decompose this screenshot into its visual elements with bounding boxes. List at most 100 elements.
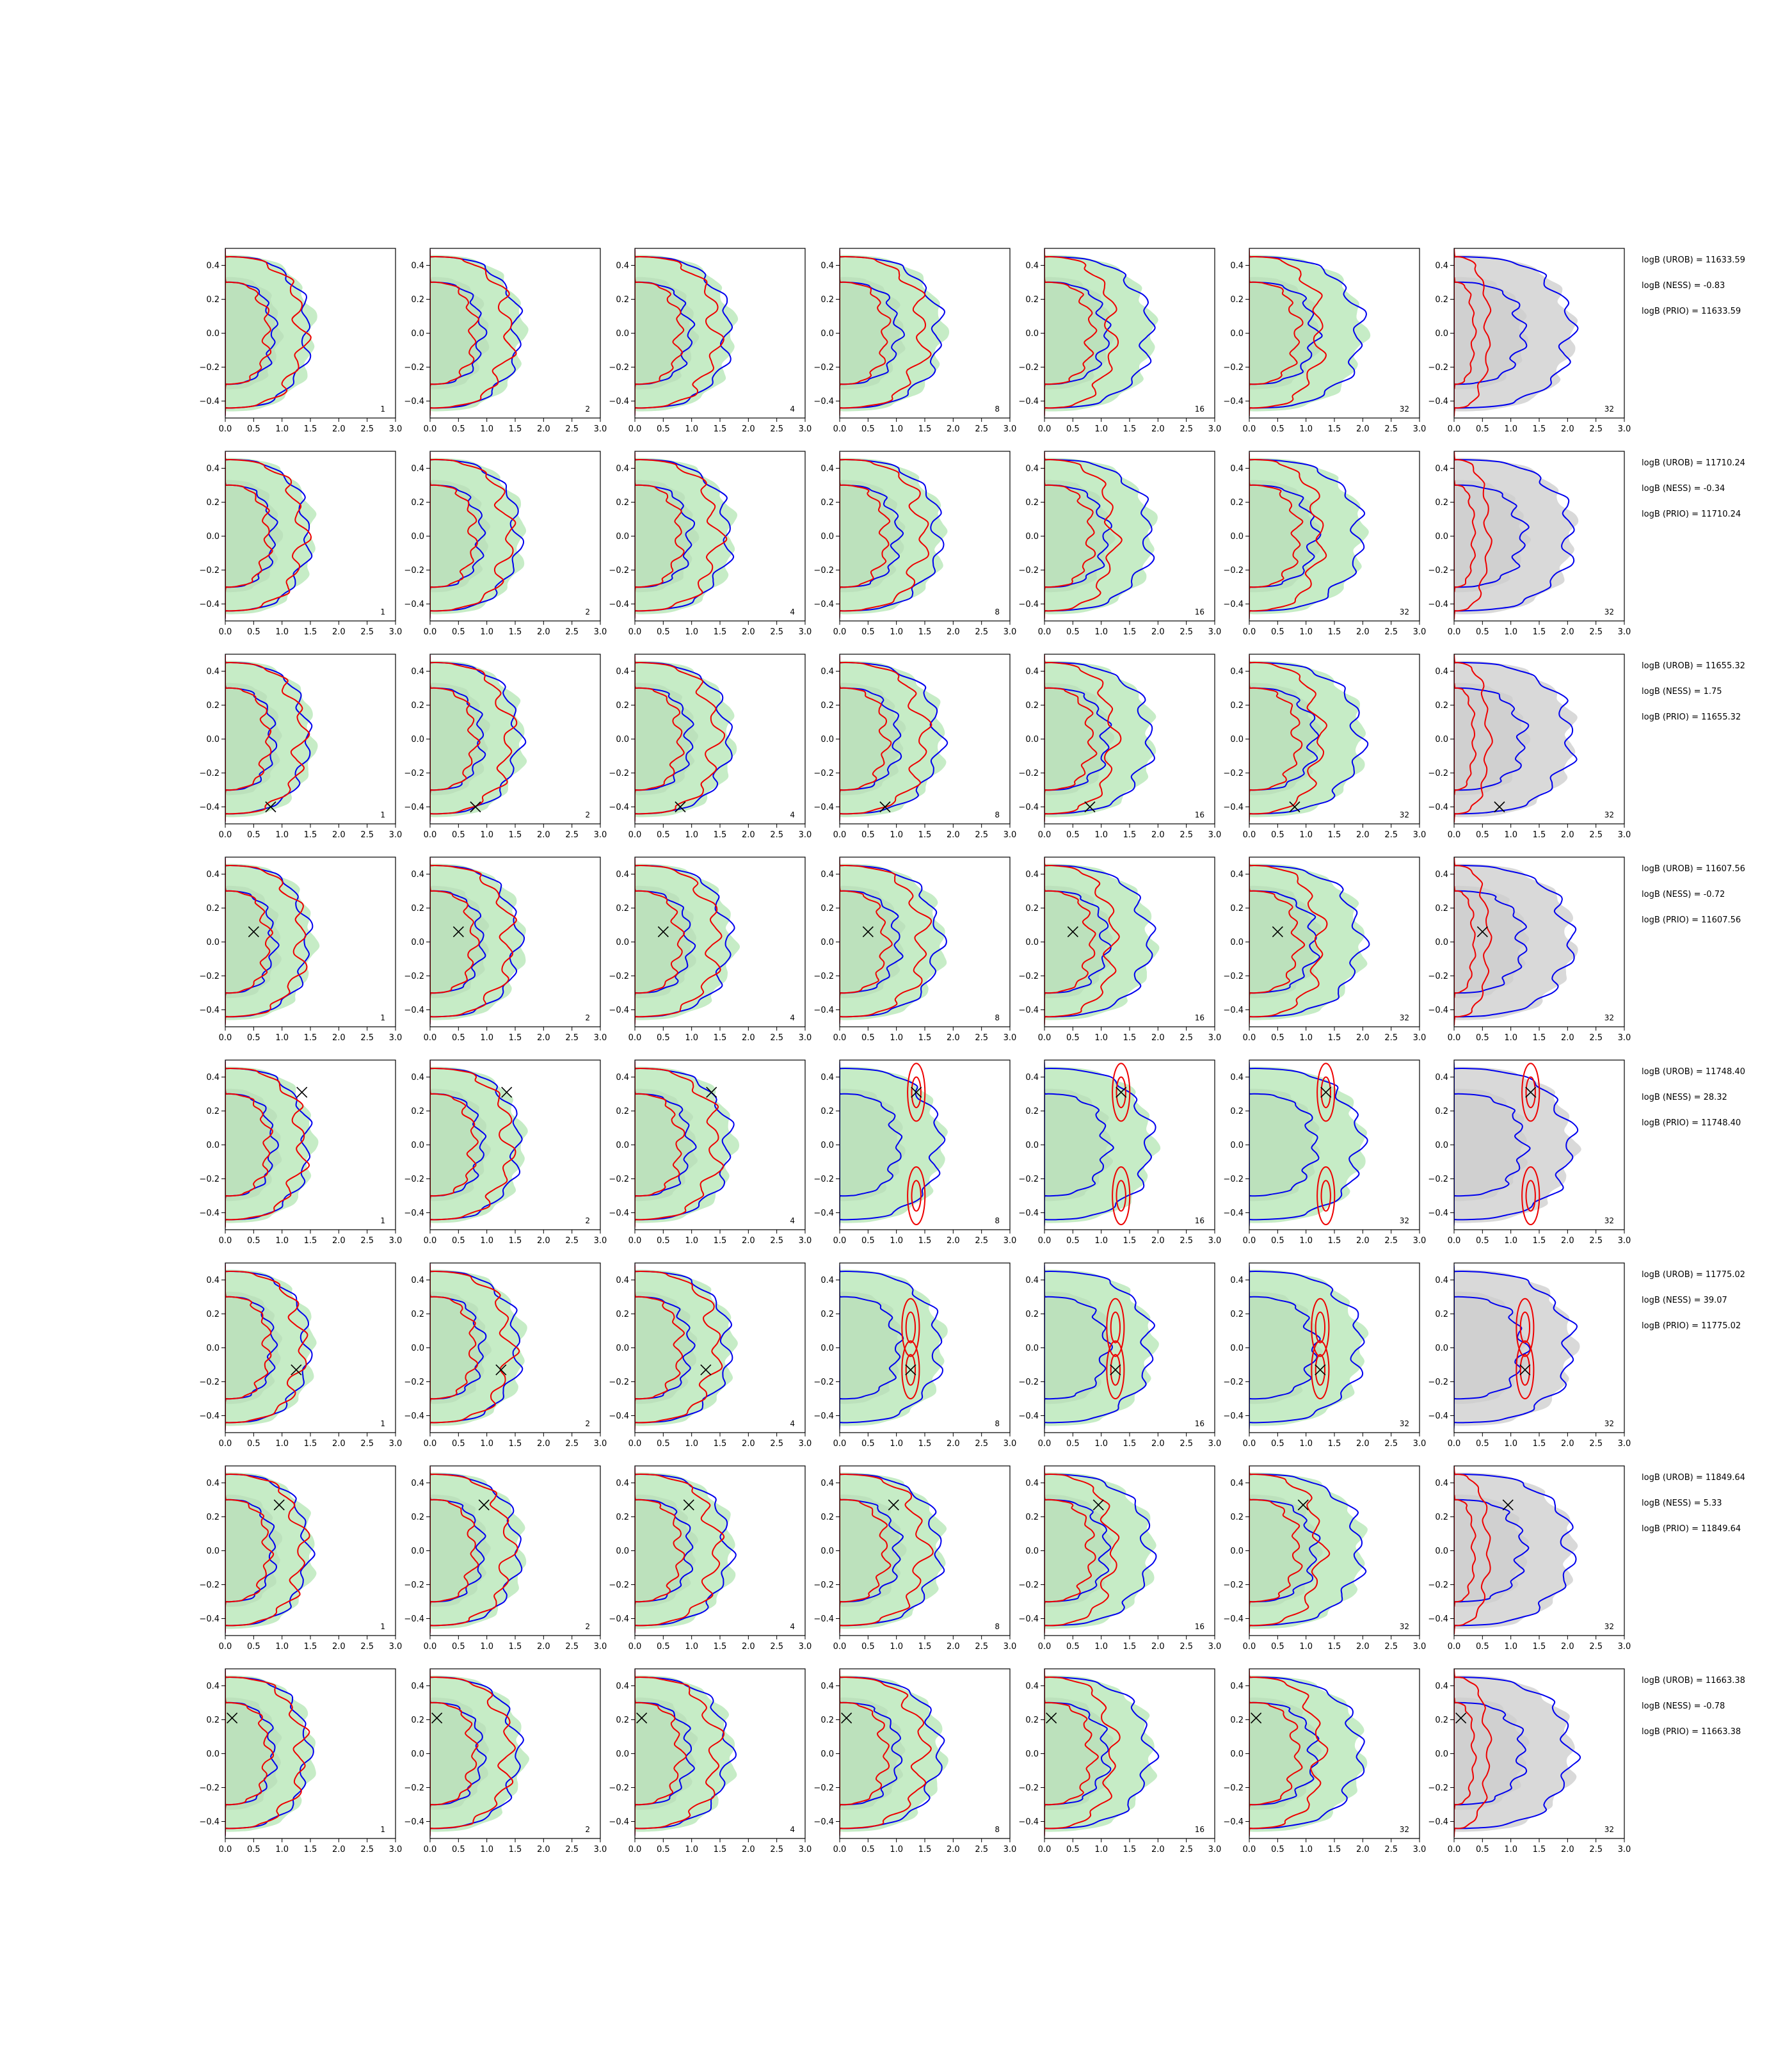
x-tick-label: 1.5 xyxy=(1328,627,1341,637)
x-tick-label: 1.0 xyxy=(1504,1439,1517,1449)
x-tick-label: 2.0 xyxy=(1561,1642,1574,1652)
x-tick-label: 0.0 xyxy=(424,1642,437,1652)
panel-label: 4 xyxy=(790,1419,795,1428)
y-tick-label: −0.2 xyxy=(1428,769,1448,778)
x-tick-label: 1.0 xyxy=(1299,1845,1313,1854)
red-contour-outer xyxy=(430,248,517,417)
x-tick-label: 1.0 xyxy=(890,1845,903,1854)
y-tick-label: −0.2 xyxy=(199,1175,220,1184)
panel-label: 16 xyxy=(1195,1419,1204,1428)
x-tick-label: 2.5 xyxy=(1589,1033,1603,1043)
x-tick-label: 2.5 xyxy=(1589,1642,1603,1652)
red-contour-inner xyxy=(225,1697,275,1810)
x-tick-label: 2.0 xyxy=(1561,830,1574,840)
blue-contour-inner xyxy=(1249,277,1323,390)
panel-r6-c7: 0.0 0.5 1.0 1.5 2.0 2.5 3.0 0.4 0.2 0.0 −0.2 −0.4 32 xyxy=(1428,1262,1631,1449)
blue-contour-inner xyxy=(1454,1494,1530,1607)
panel-r1-c4: 0.0 0.5 1.0 1.5 2.0 2.5 3.0 0.4 0.2 0.0 −0.2 −0.4 8 xyxy=(813,248,1016,434)
truth-marker xyxy=(265,801,276,813)
y-tick-label: 0.0 xyxy=(1230,1749,1244,1759)
red-contour-mode xyxy=(1315,1311,1326,1344)
y-tick-label: −0.4 xyxy=(404,1209,424,1218)
y-tick-label: 0.4 xyxy=(1230,1479,1244,1488)
x-tick-label: 2.0 xyxy=(332,1033,346,1043)
x-tick-label: 0.5 xyxy=(657,830,670,840)
y-tick-label: −0.2 xyxy=(609,1378,629,1387)
panel-label: 4 xyxy=(790,405,795,414)
red-contour-inner xyxy=(225,682,272,796)
x-tick-label: 2.0 xyxy=(947,424,960,434)
x-tick-label: 1.5 xyxy=(918,830,932,840)
panel-label: 1 xyxy=(380,1013,385,1022)
y-tick-label: 0.2 xyxy=(411,295,424,305)
x-tick-label: 0.0 xyxy=(628,627,642,637)
truth-marker xyxy=(495,1364,507,1376)
panel-r6-c4: 0.0 0.5 1.0 1.5 2.0 2.5 3.0 0.4 0.2 0.0 −0.2 −0.4 8 xyxy=(813,1262,1016,1449)
y-tick-label: 0.4 xyxy=(1230,464,1244,474)
y-tick-label: 0.4 xyxy=(1025,1073,1039,1082)
x-tick-label: 0.5 xyxy=(1271,1033,1284,1043)
red-contour-outer xyxy=(840,857,932,1026)
blue-contour-inner xyxy=(1454,479,1530,593)
red-contour-outer xyxy=(1454,1466,1491,1635)
truth-marker xyxy=(1046,1712,1057,1724)
panel-label: 32 xyxy=(1604,810,1614,819)
x-tick-label: 0.5 xyxy=(452,1439,465,1449)
y-tick-label: 0.4 xyxy=(616,1276,629,1285)
y-tick-label: −0.4 xyxy=(813,1209,834,1218)
x-tick-label: 2.0 xyxy=(1561,1845,1574,1854)
x-tick-label: 2.5 xyxy=(360,627,374,637)
red-contour-mode xyxy=(1116,1076,1126,1109)
panel-label: 8 xyxy=(995,1825,1000,1834)
y-tick-label: 0.0 xyxy=(1435,938,1448,947)
x-tick-label: 0.5 xyxy=(1271,1439,1284,1449)
y-tick-label: 0.2 xyxy=(820,701,834,711)
red-contour-outer xyxy=(635,451,728,620)
y-tick-label: 0.2 xyxy=(616,295,629,305)
x-tick-label: 0.0 xyxy=(1038,1845,1052,1854)
red-contour-inner xyxy=(1454,277,1477,390)
y-tick-label: −0.2 xyxy=(813,1378,834,1387)
y-tick-label: −0.4 xyxy=(1223,1412,1244,1421)
x-tick-label: 0.0 xyxy=(1038,424,1052,434)
x-tick-label: 0.5 xyxy=(861,1642,875,1652)
y-tick-label: −0.4 xyxy=(1428,1006,1448,1015)
panel-label: 16 xyxy=(1195,1013,1204,1022)
blue-contour-inner xyxy=(430,1697,487,1810)
y-tick-label: −0.4 xyxy=(1223,803,1244,812)
truth-marker xyxy=(1297,1499,1309,1511)
panel-label: 4 xyxy=(790,810,795,819)
x-tick-label: 0.0 xyxy=(424,1236,437,1246)
y-tick-label: −0.2 xyxy=(1223,972,1244,981)
red-contour-mode xyxy=(911,1180,922,1212)
y-tick-label: 0.0 xyxy=(1230,938,1244,947)
x-tick-label: 3.0 xyxy=(1618,1033,1631,1043)
x-tick-label: 1.5 xyxy=(304,1845,317,1854)
x-tick-label: 3.0 xyxy=(1004,1642,1017,1652)
y-tick-label: 0.2 xyxy=(820,1513,834,1522)
x-tick-label: 0.5 xyxy=(452,627,465,637)
x-tick-label: 0.5 xyxy=(452,1642,465,1652)
x-tick-label: 0.5 xyxy=(1476,830,1489,840)
logB-annotation: logB (PRIO) = 11849.64 xyxy=(1642,1524,1741,1534)
panel-r4-c4: 0.0 0.5 1.0 1.5 2.0 2.5 3.0 0.4 0.2 0.0 −0.2 −0.4 8 xyxy=(813,857,1016,1043)
x-tick-label: 3.0 xyxy=(1413,424,1427,434)
x-tick-label: 2.5 xyxy=(565,1642,579,1652)
red-contour-mode xyxy=(1521,1166,1540,1226)
panel-r7-c1: 0.0 0.5 1.0 1.5 2.0 2.5 3.0 0.4 0.2 0.0 −0.2 −0.4 1 xyxy=(199,1465,402,1652)
red-contour-inner xyxy=(1454,1494,1476,1607)
y-tick-label: 0.0 xyxy=(1230,1141,1244,1150)
red-contour-inner xyxy=(1044,277,1098,390)
panel-label: 2 xyxy=(585,1013,590,1022)
x-tick-label: 1.5 xyxy=(1123,830,1137,840)
x-tick-label: 3.0 xyxy=(1618,1236,1631,1246)
inner-density-fill xyxy=(225,1694,282,1812)
red-contour-outer xyxy=(430,1466,518,1634)
x-tick-label: 0.0 xyxy=(1448,1439,1461,1449)
x-tick-label: 3.0 xyxy=(1208,830,1222,840)
red-contour-outer xyxy=(430,857,517,1026)
x-tick-label: 3.0 xyxy=(594,627,607,637)
blue-contour-outer xyxy=(1454,1669,1581,1837)
x-tick-label: 1.0 xyxy=(1299,830,1313,840)
x-tick-label: 0.5 xyxy=(1271,627,1284,637)
